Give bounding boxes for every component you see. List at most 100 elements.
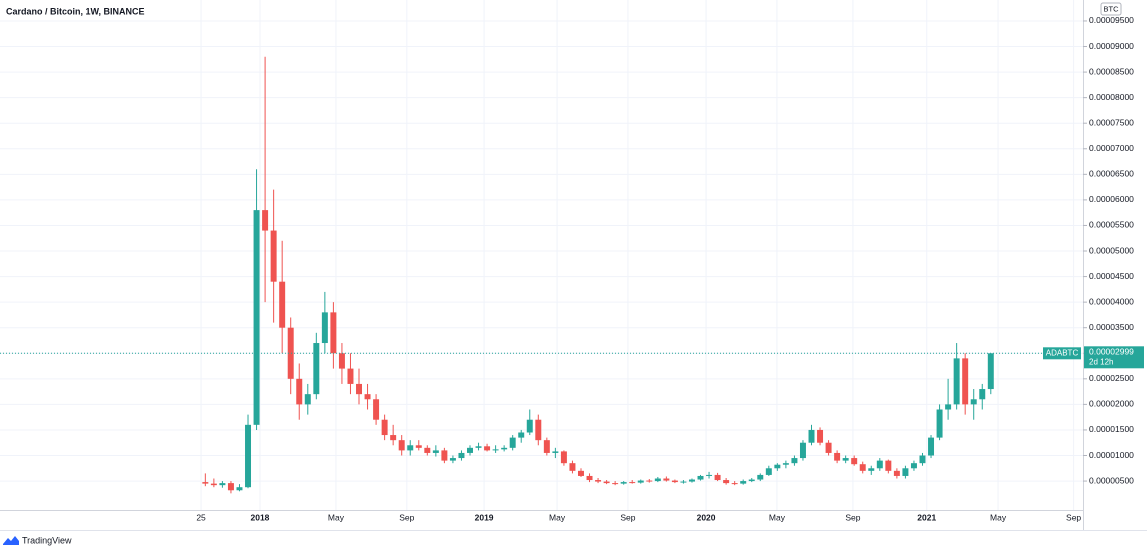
x-tick-label: 2019 <box>475 512 494 522</box>
x-tick-label: Sep <box>1066 512 1081 522</box>
candle-body <box>475 446 482 448</box>
candle-body <box>356 383 362 395</box>
candle <box>552 447 559 459</box>
candle <box>868 465 875 475</box>
candle <box>757 473 764 482</box>
chart-title: Cardano / Bitcoin, 1W, BINANCE <box>6 6 145 16</box>
candle-body <box>842 458 849 461</box>
candle <box>834 450 841 464</box>
candle-body <box>629 482 636 484</box>
candle-body <box>569 463 576 471</box>
candle <box>501 445 508 452</box>
candle <box>245 414 252 489</box>
candle <box>407 440 414 456</box>
candle-body <box>851 458 858 465</box>
y-tick-label: 0.00001000 <box>1089 450 1134 460</box>
candle <box>851 455 858 466</box>
candle-body <box>799 442 806 459</box>
candle-body <box>825 442 832 453</box>
candle <box>765 465 772 476</box>
symbol-tag <box>1043 347 1081 360</box>
candle <box>509 435 516 451</box>
candle <box>671 479 678 484</box>
candle <box>962 353 969 415</box>
candle <box>236 484 243 492</box>
candle-body <box>492 449 499 451</box>
unit-box <box>1100 2 1122 16</box>
candle-body <box>270 230 277 282</box>
grid <box>0 0 1083 510</box>
last-price-label: 0.00002999 <box>1089 347 1134 357</box>
candle-body <box>287 327 294 379</box>
y-tick-label: 0.00009500 <box>1089 15 1134 25</box>
candle-body <box>535 419 542 441</box>
candle <box>791 455 798 466</box>
x-tick-label: May <box>328 512 345 522</box>
candle <box>287 317 294 395</box>
candle <box>535 414 542 446</box>
y-tick-label: 0.00007500 <box>1089 117 1134 127</box>
candle <box>390 424 397 446</box>
candle <box>748 477 755 483</box>
y-tick-label: 0.00002500 <box>1089 373 1134 383</box>
candle-body <box>731 483 738 485</box>
candle-body <box>509 437 516 448</box>
candle <box>356 368 362 405</box>
candle-body <box>543 440 550 453</box>
candle-body <box>441 450 448 461</box>
candle-body <box>654 478 661 482</box>
candle <box>364 383 371 410</box>
candle-body <box>748 479 755 482</box>
candle <box>654 476 661 483</box>
candle-body <box>671 480 678 483</box>
candle-body <box>398 440 405 451</box>
y-tick-label: 0.00003500 <box>1089 322 1134 332</box>
candle-body <box>390 435 397 441</box>
candle <box>987 353 994 395</box>
candle-body <box>868 468 875 471</box>
candle <box>586 473 593 483</box>
brand[interactable]: TradingView <box>3 535 72 545</box>
candle <box>304 383 311 415</box>
candle <box>270 189 277 323</box>
candle <box>338 343 345 384</box>
candle-body <box>202 482 209 484</box>
candle <box>449 455 456 464</box>
candle-body <box>262 210 269 231</box>
candle-body <box>467 447 473 453</box>
candle-body <box>603 481 610 484</box>
candle-body <box>774 464 781 469</box>
candle-body <box>834 452 841 461</box>
candle-body <box>817 429 824 443</box>
candle <box>296 363 303 420</box>
candle <box>928 435 935 459</box>
candle-body <box>688 479 695 482</box>
candle-body <box>449 458 456 461</box>
candle <box>637 479 644 484</box>
candle-body <box>321 312 328 344</box>
candle <box>697 474 704 481</box>
candle <box>475 442 482 451</box>
candle <box>723 477 730 485</box>
candle-body <box>245 424 252 488</box>
candle-body <box>484 446 491 451</box>
y-tick-label: 0.00006500 <box>1089 169 1134 179</box>
candle-body <box>518 432 525 438</box>
candle <box>381 414 388 441</box>
candle <box>492 445 499 453</box>
x-tick-label: May <box>549 512 566 522</box>
candle-body <box>765 468 772 475</box>
candle-body <box>902 468 909 476</box>
candle-body <box>876 460 883 469</box>
candle-body <box>501 447 508 450</box>
candle-body <box>893 470 900 476</box>
candle <box>817 427 824 446</box>
candle <box>560 450 567 466</box>
x-tick-label: Sep <box>845 512 860 522</box>
candle-body <box>595 480 602 482</box>
candle <box>347 353 354 395</box>
candle <box>543 437 550 456</box>
candle-body <box>296 378 303 405</box>
